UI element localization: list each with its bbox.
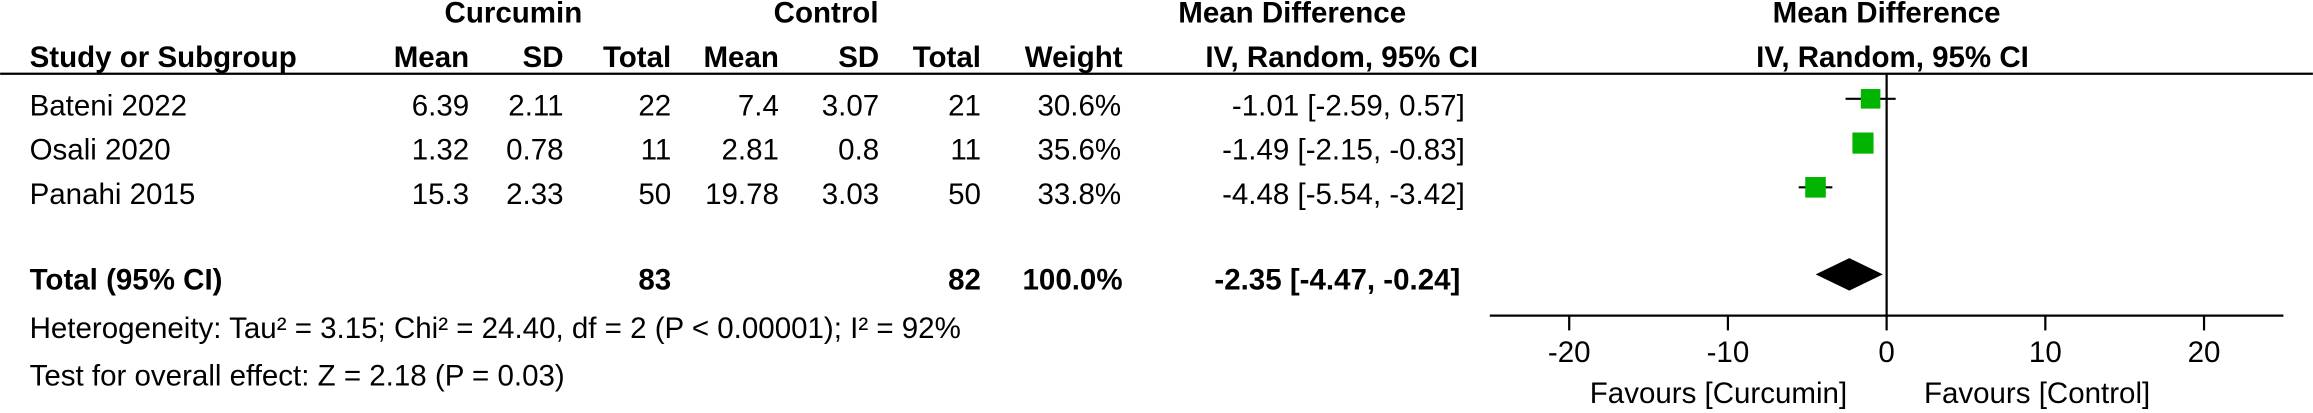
cell: 6.39 (412, 89, 469, 122)
total-cell: 82 (948, 264, 981, 297)
effect-marker (1860, 89, 1881, 109)
x-tick-label: 20 (2188, 336, 2221, 369)
cell: 30.6% (1037, 89, 1121, 122)
x-tick-label: -10 (1707, 336, 1750, 369)
cell: -1.01 [-2.59, 0.57] (1232, 89, 1465, 122)
group-header: Control (774, 0, 879, 30)
heterogeneity: Heterogeneity: Tau² = 3.15; Chi² = 24.40… (30, 312, 961, 345)
summary-diamond (1815, 258, 1883, 291)
favours-label: Favours [Curcumin] (1590, 377, 1847, 410)
effect-header: Mean Difference (1178, 0, 1406, 30)
effect-header: Mean Difference (1773, 0, 2001, 30)
study-name: Osali 2020 (30, 134, 171, 167)
x-tick-label: 10 (2029, 336, 2062, 369)
study-name: Panahi 2015 (30, 178, 196, 211)
cell: 22 (638, 89, 671, 122)
cell: 35.6% (1037, 134, 1121, 167)
column-header: SD (838, 41, 879, 74)
cell: -4.48 [-5.54, -3.42] (1222, 178, 1465, 211)
overall-effect: Test for overall effect: Z = 2.18 (P = 0… (30, 359, 565, 392)
cell: 1.32 (412, 134, 469, 167)
cell: 3.03 (822, 178, 879, 211)
column-header: Total (913, 41, 981, 74)
cell: 11 (641, 134, 672, 167)
x-tick-label: -20 (1548, 336, 1591, 369)
cell: 11 (950, 134, 981, 167)
column-header: Total (603, 41, 671, 74)
cell: 50 (638, 178, 671, 211)
group-header: Curcumin (445, 0, 583, 30)
cell: 15.3 (412, 178, 469, 211)
column-header: IV, Random, 95% CI (1205, 41, 1478, 74)
favours-label: Favours [Control] (1924, 377, 2150, 410)
cell: 2.33 (506, 178, 563, 211)
column-header: Study or Subgroup (30, 41, 297, 74)
column-header: Mean (703, 41, 778, 74)
column-header: IV, Random, 95% CI (1756, 41, 2029, 74)
total-cell: 100.0% (1023, 264, 1123, 297)
cell: 0.8 (838, 134, 879, 167)
cell: -1.49 [-2.15, -0.83] (1222, 134, 1465, 167)
column-header: SD (523, 41, 564, 74)
total-name: Total (95% CI) (30, 264, 223, 297)
cell: 50 (948, 178, 981, 211)
total-cell: 83 (638, 264, 671, 297)
column-header: Mean (394, 41, 469, 74)
cell: 2.81 (721, 134, 778, 167)
cell: 2.11 (508, 89, 563, 122)
cell: 7.4 (738, 89, 779, 122)
study-name: Bateni 2022 (30, 89, 187, 122)
cell: 21 (948, 89, 981, 122)
cell: 0.78 (506, 134, 563, 167)
cell: 19.78 (705, 178, 779, 211)
total-cell: -2.35 [-4.47, -0.24] (1214, 264, 1460, 297)
cell: 3.07 (822, 89, 879, 122)
x-tick-label: 0 (1878, 336, 1894, 369)
column-header: Weight (1025, 41, 1123, 74)
effect-marker (1805, 177, 1826, 198)
cell: 33.8% (1037, 178, 1121, 211)
effect-marker (1852, 132, 1874, 154)
